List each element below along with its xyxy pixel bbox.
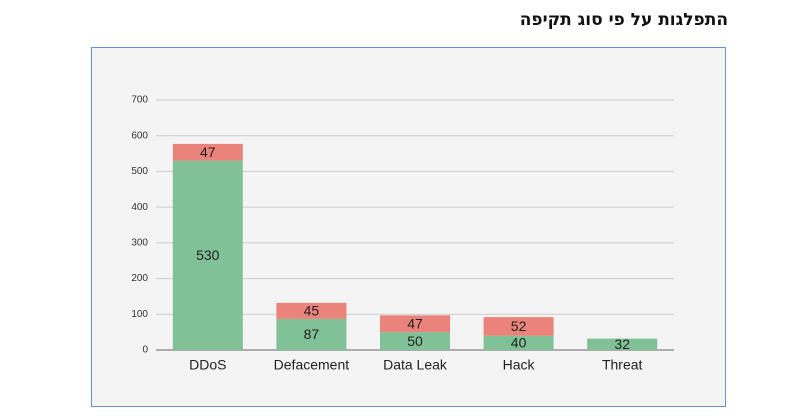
- y-tick-label: 300: [131, 237, 148, 248]
- bar-segment: [172, 160, 243, 350]
- bar-segment: [380, 315, 450, 333]
- y-tick-label: 500: [131, 166, 148, 177]
- x-tick-label: Hack: [503, 357, 536, 373]
- data-label: 530: [196, 247, 220, 263]
- x-tick-label: Defacement: [274, 357, 350, 373]
- data-label: 32: [614, 336, 630, 352]
- bar-segment: [483, 317, 554, 336]
- x-tick-label: Threat: [602, 357, 643, 373]
- bar-segment: [172, 143, 243, 161]
- x-tick-label: DDoS: [189, 357, 226, 373]
- y-tick-label: 700: [131, 95, 148, 106]
- data-label: 40: [511, 335, 527, 351]
- chart-title: התפלגות על פי סוג תקיפה: [519, 10, 728, 30]
- data-label: 45: [304, 303, 320, 319]
- x-tick-label: Data Leak: [383, 357, 448, 373]
- bar-segment: [587, 338, 658, 350]
- data-label: 87: [304, 326, 320, 342]
- y-tick-label: 200: [131, 273, 148, 284]
- bar-segment: [276, 318, 347, 350]
- y-tick-label: 0: [142, 345, 148, 356]
- data-label: 47: [200, 144, 216, 160]
- y-tick-label: 100: [131, 309, 148, 320]
- bar-segment: [276, 302, 347, 319]
- data-label: 52: [511, 318, 527, 334]
- y-tick-label: 600: [131, 130, 148, 141]
- bar-segment: [483, 335, 554, 350]
- bar-segment: [380, 332, 450, 350]
- data-label: 47: [407, 315, 423, 331]
- data-label: 50: [407, 333, 423, 349]
- y-tick-label: 400: [131, 202, 148, 213]
